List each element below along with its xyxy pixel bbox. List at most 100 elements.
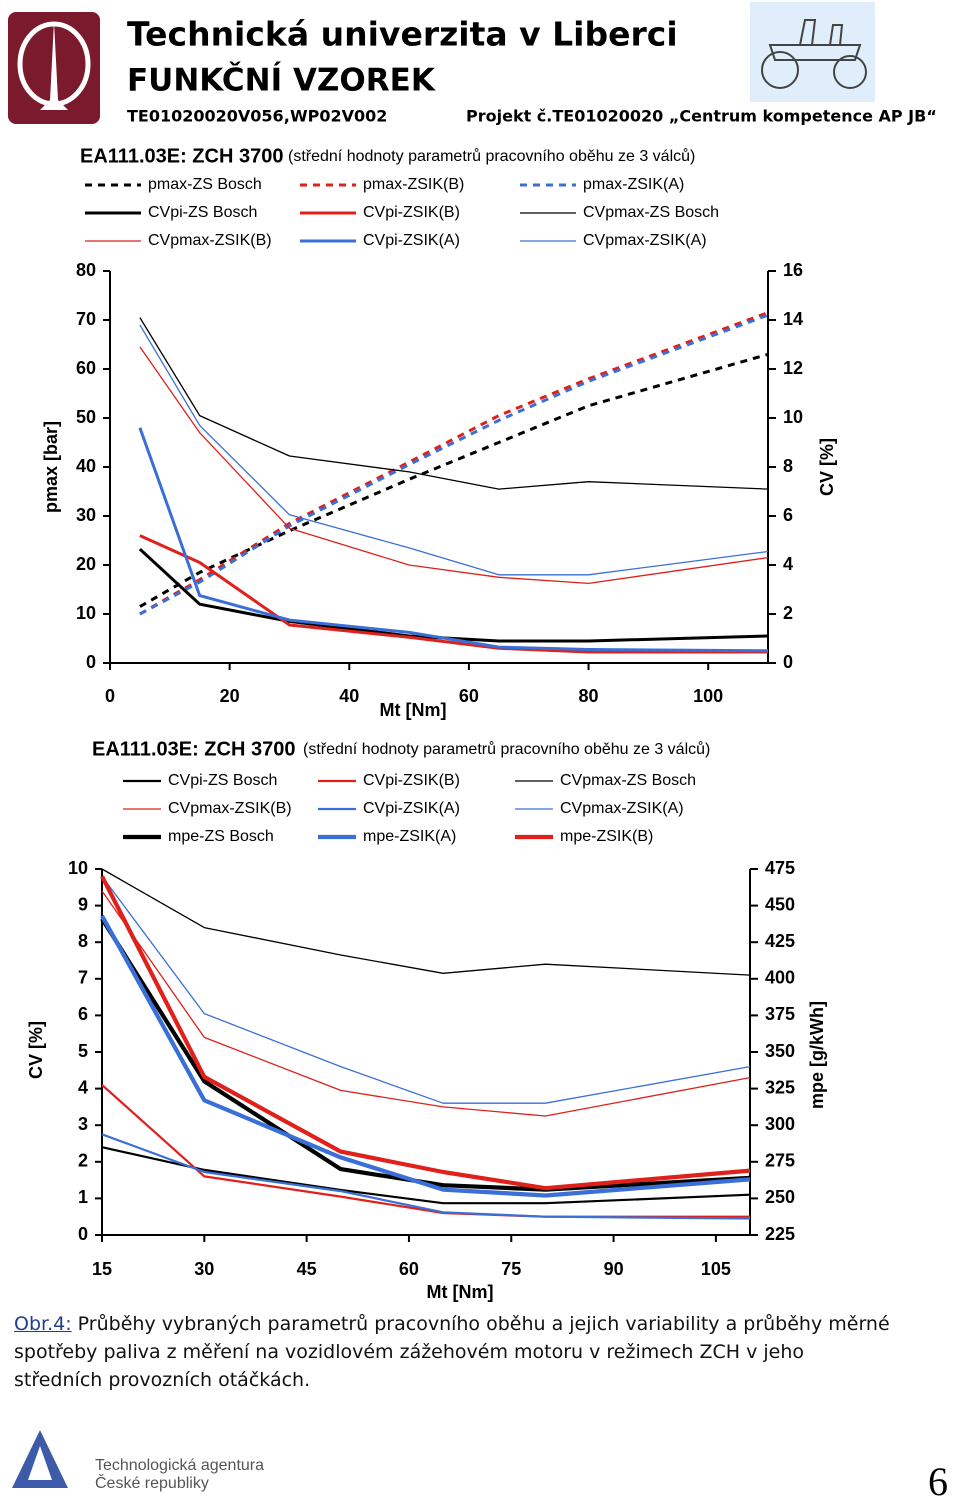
y-tick-label: 40	[76, 456, 96, 476]
legend-label: CVpi-ZSIK(B)	[363, 204, 460, 221]
legend-label: CVpmax-ZSIK(A)	[583, 232, 707, 249]
series-line	[100, 875, 751, 1191]
project-code: TE01020020V056,	[127, 107, 290, 126]
project: Projekt č.TE01020020 „Centrum kompetence…	[466, 107, 937, 126]
series-line	[139, 352, 769, 608]
y-tick-label: 2	[78, 1151, 88, 1171]
y2-tick-label: 0	[783, 652, 793, 672]
series-line	[139, 317, 769, 490]
x-axis-title: Mt [Nm]	[427, 1282, 494, 1302]
y2-tick-label: 350	[765, 1041, 795, 1061]
chart-subtitle: (střední hodnoty parametrů pracovního ob…	[288, 147, 695, 165]
series-line	[139, 534, 768, 654]
y-tick-label: 60	[76, 358, 96, 378]
legend-label: CVpmax-ZS Bosch	[583, 204, 719, 221]
x-tick-label: 105	[701, 1259, 731, 1279]
x-tick-label: 60	[459, 686, 479, 706]
series-line	[101, 868, 751, 976]
x-tick-label: 30	[194, 1259, 214, 1279]
legend-label: CVpi-ZSIK(A)	[363, 800, 460, 817]
y-tick-label: 10	[68, 858, 88, 878]
legend-label: pmax-ZSIK(B)	[363, 176, 464, 193]
legend-label: CVpmax-ZSIK(A)	[560, 800, 684, 817]
y-tick-label: 1	[78, 1187, 88, 1207]
series-line	[101, 890, 751, 1117]
y2-tick-label: 250	[765, 1187, 795, 1207]
work-package: WP02V002	[290, 107, 387, 126]
y-tick-label: 30	[76, 505, 96, 525]
y2-tick-label: 8	[783, 456, 793, 476]
university: Technická univerzita v Liberci	[127, 15, 678, 54]
chart-subtitle: (střední hodnoty parametrů pracovního ob…	[303, 740, 710, 758]
series-line	[139, 313, 769, 616]
x-tick-label: 90	[604, 1259, 624, 1279]
legend-label: CVpi-ZSIK(A)	[363, 232, 460, 249]
legend-label: pmax-ZSIK(A)	[583, 176, 684, 193]
y-tick-label: 0	[78, 1224, 88, 1244]
y2-tick-label: 6	[783, 505, 793, 525]
y2-tick-label: 300	[765, 1114, 795, 1134]
doc-type: FUNKČNÍ VZOREK	[127, 62, 436, 99]
y2-tick-label: 400	[765, 968, 795, 988]
y2-axis-title: CV [%]	[817, 438, 837, 496]
legend-label: CVpmax-ZS Bosch	[560, 772, 696, 789]
x-tick-label: 100	[693, 686, 723, 706]
y2-tick-label: 2	[783, 603, 793, 623]
y-tick-label: 8	[78, 931, 88, 951]
x-tick-label: 0	[105, 686, 115, 706]
legend-label: mpe-ZS Bosch	[168, 828, 274, 845]
series-line	[139, 346, 769, 585]
series-line	[100, 914, 751, 1198]
series-line	[101, 1133, 751, 1220]
tul-logo	[8, 12, 100, 124]
x-axis-title: Mt [Nm]	[380, 700, 447, 720]
x-tick-label: 40	[339, 686, 359, 706]
x-tick-label: 20	[220, 686, 240, 706]
legend-label: CVpi-ZS Bosch	[148, 204, 257, 221]
series-line	[139, 311, 769, 616]
series-line	[101, 875, 751, 1104]
y-tick-label: 70	[76, 309, 96, 329]
y-tick-label: 0	[86, 652, 96, 672]
caption-text: Průběhy vybraných parametrů pracovního o…	[14, 1313, 890, 1391]
legend-label: CVpi-ZS Bosch	[168, 772, 277, 789]
chart-title: EA111.03E: ZCH 3700	[80, 145, 283, 167]
series-line	[139, 324, 769, 576]
y2-tick-label: 275	[765, 1151, 795, 1171]
y2-tick-label: 4	[783, 554, 793, 574]
series-line	[100, 917, 751, 1192]
y2-tick-label: 375	[765, 1004, 795, 1024]
header-image	[750, 2, 875, 102]
x-tick-label: 45	[297, 1259, 317, 1279]
y-axis-title: pmax [bar]	[41, 421, 61, 513]
x-tick-label: 80	[579, 686, 599, 706]
y2-tick-label: 325	[765, 1077, 795, 1097]
x-tick-label: 15	[92, 1259, 112, 1279]
y2-tick-label: 12	[783, 358, 803, 378]
y2-tick-label: 16	[783, 260, 803, 280]
y2-tick-label: 475	[765, 858, 795, 878]
legend-label: CVpmax-ZSIK(B)	[148, 232, 272, 249]
chart-title: EA111.03E: ZCH 3700	[92, 738, 295, 760]
y-tick-label: 20	[76, 554, 96, 574]
x-tick-label: 75	[501, 1259, 521, 1279]
caption-label: Obr.4:	[14, 1313, 72, 1335]
series-line	[138, 547, 769, 643]
caption: Obr.4: Průběhy vybraných parametrů praco…	[14, 1310, 894, 1394]
y-tick-label: 50	[76, 407, 96, 427]
y-tick-label: 5	[78, 1041, 88, 1061]
y-tick-label: 6	[78, 1004, 88, 1024]
y2-tick-label: 425	[765, 931, 795, 951]
y-tick-label: 80	[76, 260, 96, 280]
legend-label: mpe-ZSIK(A)	[363, 828, 456, 845]
y2-tick-label: 450	[765, 894, 795, 914]
agency-logo	[12, 1430, 68, 1488]
y-tick-label: 9	[78, 894, 88, 914]
series-line	[101, 1146, 751, 1205]
y-axis-title: CV [%]	[26, 1021, 46, 1079]
page-number: 6	[928, 1459, 948, 1504]
y2-tick-label: 14	[783, 309, 803, 329]
legend-label: pmax-ZS Bosch	[148, 176, 262, 193]
agency-name: České republiky	[95, 1473, 209, 1492]
